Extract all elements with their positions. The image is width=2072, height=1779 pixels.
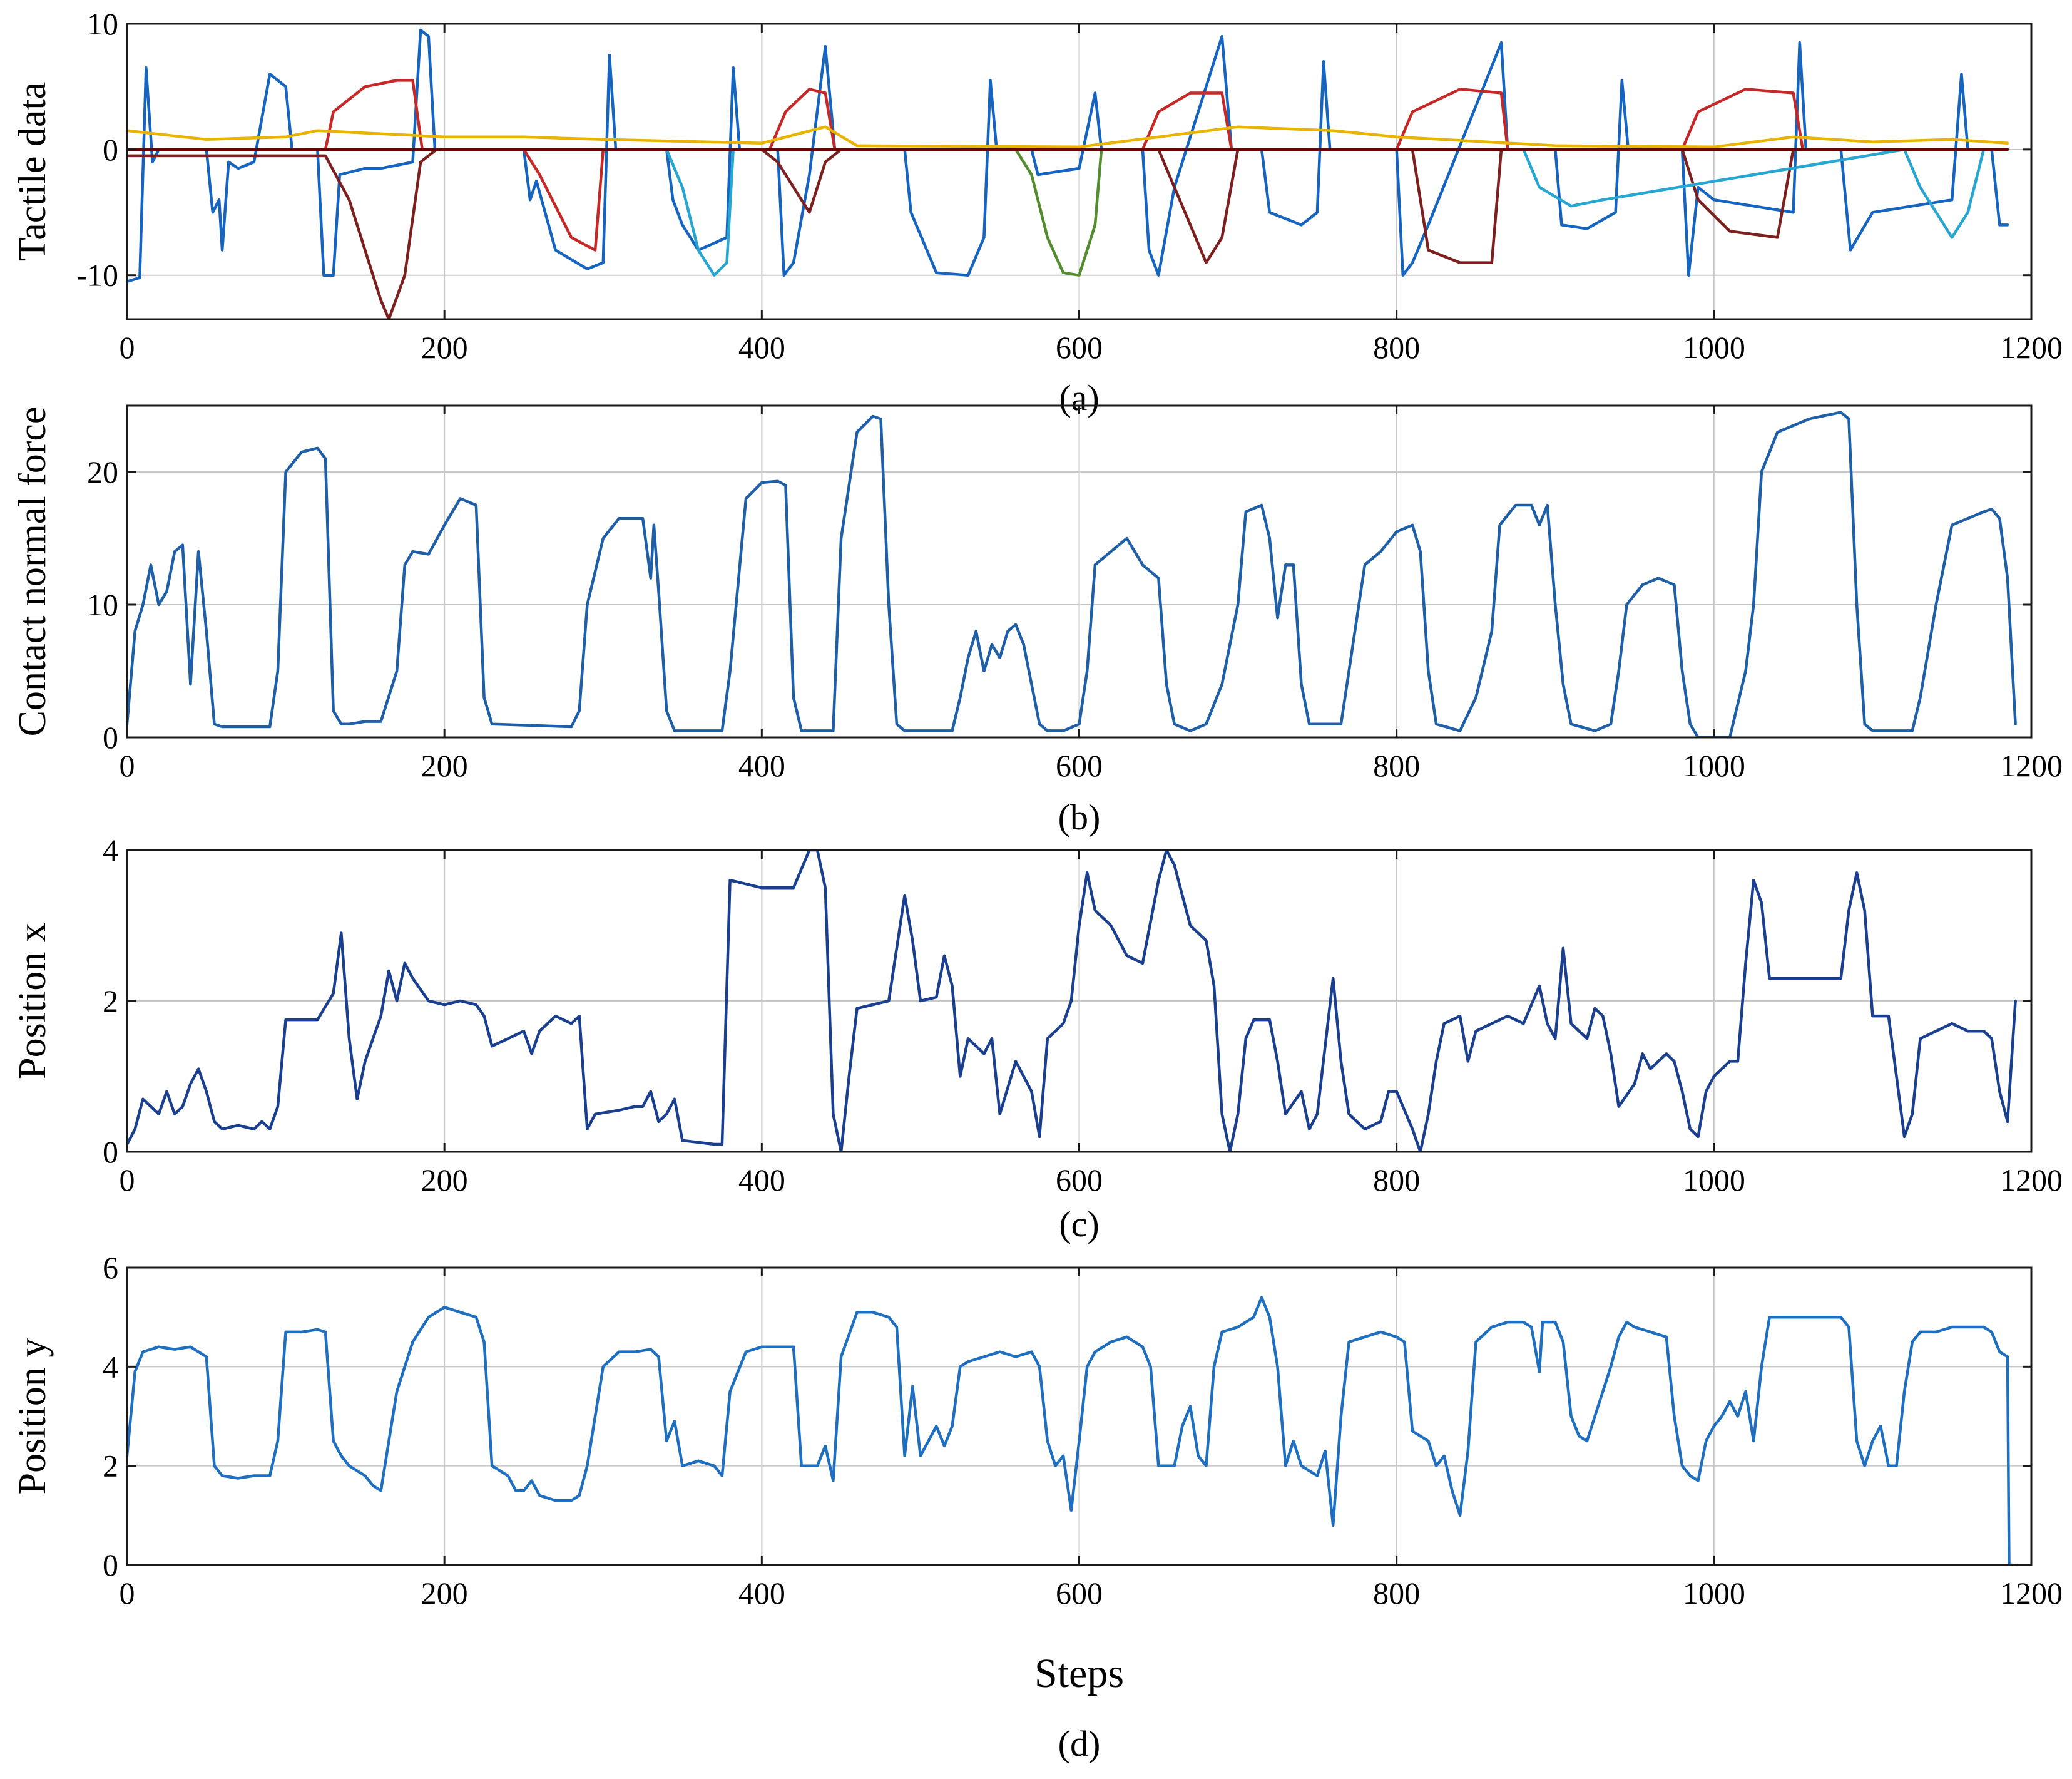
y-axis-label: Contact normal force: [11, 407, 54, 737]
y-tick-label: 0: [103, 1547, 118, 1582]
y-axis-label: Position x: [11, 923, 54, 1079]
y-tick-label: 0: [103, 132, 118, 167]
y-tick-label: 20: [87, 454, 118, 490]
x-tick-label: 800: [1373, 1162, 1420, 1197]
y-tick-label: 2: [103, 1448, 118, 1484]
x-tick-label: 600: [1056, 748, 1103, 783]
x-tick-label: 200: [421, 748, 468, 783]
y-tick-label: 6: [103, 1250, 118, 1285]
x-tick-label: 400: [738, 330, 785, 365]
y-tick-label: 4: [103, 833, 118, 868]
x-tick-label: 800: [1373, 330, 1420, 365]
y-tick-label: -10: [76, 258, 118, 293]
series-line-channel-green: [127, 148, 2009, 277]
x-tick-label: 1000: [1683, 330, 1745, 365]
x-tick-label: 400: [738, 1162, 785, 1197]
x-tick-label: 800: [1373, 1576, 1420, 1611]
x-tick-label: 0: [120, 1576, 135, 1611]
panel-caption: (b): [1058, 797, 1101, 838]
y-tick-label: 0: [103, 1134, 118, 1169]
y-tick-label: 10: [87, 6, 118, 41]
x-tick-label: 0: [120, 330, 135, 365]
series-group: [127, 1296, 2014, 1565]
x-tick-label: 0: [120, 1162, 135, 1197]
x-tick-label: 400: [738, 1576, 785, 1611]
x-tick-label: 1200: [2000, 1162, 2063, 1197]
x-tick-label: 800: [1373, 748, 1420, 783]
y-tick-label: 2: [103, 983, 118, 1018]
panel-caption: (d): [1058, 1723, 1101, 1764]
series-line-position-y: [127, 1296, 2014, 1565]
x-tick-label: 400: [738, 748, 785, 783]
x-tick-label: 200: [421, 1576, 468, 1611]
series-line-channel-red: [127, 79, 2009, 252]
y-tick-label: 0: [103, 720, 118, 755]
series-line-channel-blue: [127, 28, 2009, 283]
x-tick-label: 0: [120, 748, 135, 783]
x-tick-label: 200: [421, 330, 468, 365]
series-group: [127, 411, 2017, 737]
x-tick-label: 1200: [2000, 330, 2063, 365]
series-line-channel-yellow: [127, 125, 2009, 149]
series-line-contact-normal-force: [127, 411, 2017, 737]
x-axis-label: Steps: [1034, 1651, 1124, 1696]
y-tick-label: 4: [103, 1349, 118, 1384]
x-tick-label: 1200: [2000, 1576, 2063, 1611]
x-tick-label: 200: [421, 1162, 468, 1197]
panel-caption: (c): [1059, 1204, 1099, 1244]
panel-d: 0 200 400 600 800 1000 1200 0 2 4 6 Position y Steps…: [11, 1250, 2063, 1764]
series-line-channel-dark-red: [127, 148, 2009, 319]
x-tick-label: 600: [1056, 1576, 1103, 1611]
x-tick-label: 1200: [2000, 748, 2063, 783]
series-line-channel-cyan: [127, 148, 2009, 277]
x-tick-label: 1000: [1683, 1576, 1745, 1611]
series-line-position-x: [127, 850, 2017, 1152]
x-tick-label: 1000: [1683, 1162, 1745, 1197]
series-group: [127, 850, 2017, 1152]
x-tick-label: 1000: [1683, 748, 1745, 783]
panel-c: 0 200 400 600 800 1000 1200 0 2 4 Position x (c): [11, 833, 2063, 1244]
series-group: [127, 28, 2009, 319]
y-tick-label: 10: [87, 587, 118, 622]
y-axis-label: Position y: [11, 1338, 54, 1495]
panel-b: 0 200 400 600 800 1000 1200 0 10 20 Contact normal…: [11, 404, 2063, 838]
y-axis-label: Tactile data: [11, 82, 54, 262]
x-tick-label: 600: [1056, 1162, 1103, 1197]
x-tick-label: 600: [1056, 330, 1103, 365]
